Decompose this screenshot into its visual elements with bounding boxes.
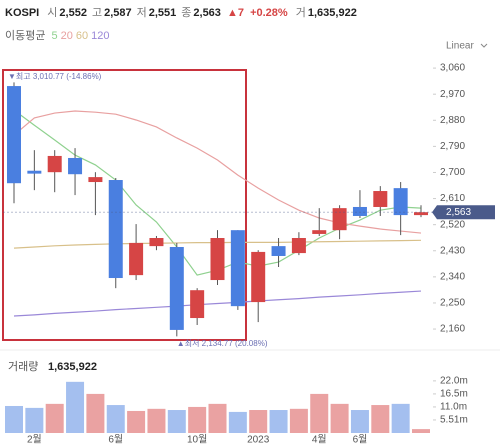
volume-tick-label: 22.0m [440, 376, 468, 387]
ma-legend: 이동평균 5 20 60 120 [5, 27, 110, 43]
candle-body [169, 246, 184, 330]
volume-tick-label: 11.0m [440, 402, 467, 413]
max-label: ▼최고 3,010.77 (-14.86%) [8, 71, 102, 81]
min-label: ▲최저 2,134.77 (20.08%) [177, 338, 268, 348]
volume-bar [5, 405, 23, 433]
change: ▲7 [226, 7, 244, 19]
volume-tick-label: 5.51m [440, 415, 468, 426]
volume-bar [310, 393, 329, 433]
volume-bar [208, 403, 227, 433]
volume-bar [228, 411, 247, 433]
volume-bar [147, 408, 166, 433]
ma-legend-entry: 60 [75, 30, 89, 42]
field-label: 고 [91, 7, 103, 19]
volume-bar [350, 410, 369, 433]
highlight-box [2, 69, 247, 341]
candle-body [332, 208, 347, 231]
candle-body [190, 290, 205, 319]
field-value: 2,587 [104, 7, 132, 19]
field-label: 종 [181, 7, 192, 19]
candle-body [373, 191, 388, 207]
volume-value: 1,635,922 [48, 361, 97, 373]
candle-body [27, 170, 42, 174]
volume-bar [167, 410, 186, 433]
symbol: KOSPI [5, 7, 40, 19]
candle-body [210, 238, 225, 281]
candle-body [251, 251, 266, 303]
quote-header: KOSPI 시 2,552 고 2,587 저 2,551 종 2,563 ▲7 +0.28%… [5, 4, 357, 20]
y-tick-label: 2,340 [440, 272, 465, 283]
candle-body [312, 230, 327, 234]
volume-bar [269, 410, 288, 433]
y-tick-label: 2,430 [440, 245, 465, 256]
scale-selector[interactable]: Linear [446, 41, 474, 52]
volume-bar [249, 410, 268, 433]
candle-body [271, 246, 286, 256]
y-tick-label: 2,250 [440, 298, 465, 309]
field-value: 1,635,922 [307, 7, 357, 19]
ma-label: 이동평균 [5, 30, 46, 42]
volume-bar [188, 406, 207, 433]
field-value: 2,552 [59, 7, 87, 19]
volume-bar [106, 405, 125, 433]
candle-body [68, 157, 83, 175]
x-tick-label: 2023 [247, 435, 270, 446]
field-label: 시 [47, 7, 58, 19]
price-tag [432, 205, 495, 220]
volume-bar [412, 429, 430, 433]
ma-legend-entry: 5 [51, 30, 58, 42]
y-tick-label: 2,880 [440, 115, 465, 126]
candle-body [149, 238, 164, 247]
candle-body [393, 188, 408, 216]
field-value: 2,563 [193, 7, 221, 19]
price-tag-label: 2,563 [446, 207, 471, 218]
x-tick-label: 4월 [312, 434, 327, 446]
volume-bar [25, 407, 44, 433]
x-tick-label: 6월 [353, 434, 368, 446]
candle-body [108, 180, 123, 279]
ma-legend-entry: 20 [60, 30, 73, 42]
field-value: 2,551 [148, 7, 177, 19]
candle-body [291, 238, 306, 254]
volume-bar [127, 410, 146, 433]
candle-body [352, 206, 367, 216]
x-tick-label: 2월 [27, 434, 42, 446]
y-tick-label: 3,060 [440, 63, 465, 74]
quote-fields: 시 2,552 고 2,587 저 2,551 종 2,563 [42, 7, 221, 19]
candle-body [47, 155, 62, 173]
y-tick-label: 2,520 [440, 219, 465, 230]
volume-bar [45, 403, 64, 433]
ma-line [13, 110, 422, 234]
volume-bar [86, 393, 105, 433]
y-tick-label: 2,160 [440, 324, 465, 335]
field-label: 저 [136, 7, 147, 19]
candle-body [414, 212, 428, 216]
ma-legend-entry: 120 [91, 30, 110, 42]
change-pct: +0.28% [250, 7, 288, 19]
x-tick-label: 6월 [108, 434, 123, 446]
candle-body [230, 230, 245, 307]
volume-bar [289, 408, 308, 433]
y-tick-label: 2,610 [440, 193, 465, 204]
x-tick-label: 10월 [187, 434, 207, 446]
y-tick-label: 2,790 [440, 141, 465, 152]
ma-line [13, 290, 422, 317]
y-tick-label: 2,970 [440, 89, 465, 100]
volume-bar [330, 403, 349, 433]
dropdown-icon[interactable] [480, 43, 488, 48]
volume-label: 거래량 [8, 360, 38, 373]
volume-bar [391, 403, 410, 433]
candle-body [88, 177, 103, 183]
y-tick-label: 2,700 [440, 167, 465, 178]
candle-body [7, 86, 21, 184]
field-label: 거 [295, 7, 306, 19]
candle-body [129, 242, 144, 276]
volume-bar [66, 381, 85, 433]
volume-bar [371, 405, 390, 433]
volume-tick-label: 16.5m [440, 389, 468, 400]
